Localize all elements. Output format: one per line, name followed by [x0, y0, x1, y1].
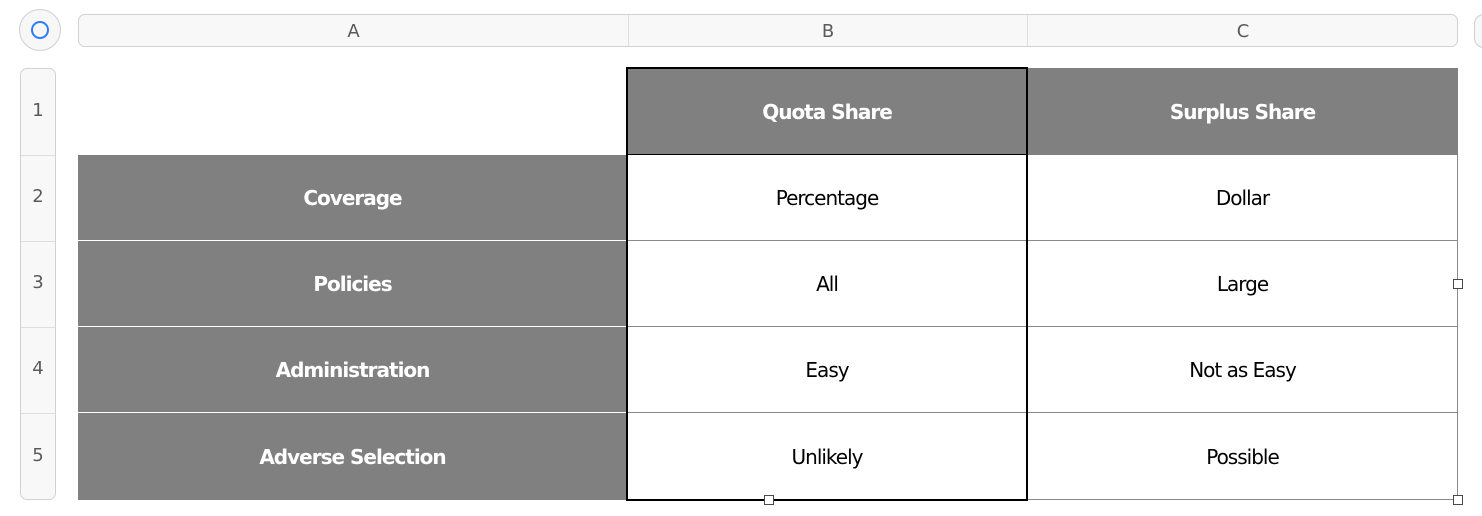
- grid-line: [78, 240, 627, 241]
- cell-c1[interactable]: Surplus Share: [1027, 68, 1458, 155]
- cell-b2[interactable]: Percentage: [627, 155, 1027, 241]
- resize-handle-corner[interactable]: [1453, 495, 1463, 505]
- row-header-1[interactable]: 1: [32, 100, 44, 121]
- add-column-handle[interactable]: [1474, 14, 1482, 48]
- cell-b4[interactable]: Easy: [627, 327, 1027, 413]
- cell-c2[interactable]: Dollar: [1027, 155, 1458, 241]
- cell-c5[interactable]: Possible: [1027, 413, 1458, 500]
- column-divider[interactable]: [628, 15, 629, 46]
- selection-border: [1026, 67, 1028, 501]
- grid-line: [78, 326, 627, 327]
- row-header-5[interactable]: 5: [32, 445, 44, 466]
- row-header-bar: 1 2 3 4 5: [20, 68, 56, 500]
- grid-line: [1457, 155, 1458, 500]
- grid-line: [627, 326, 1458, 327]
- cell-b5[interactable]: Unlikely: [627, 413, 1027, 500]
- cell-a3[interactable]: Policies: [78, 241, 627, 327]
- row-header-3[interactable]: 3: [32, 272, 44, 293]
- row-header-2[interactable]: 2: [32, 186, 44, 207]
- column-header-c[interactable]: C: [1236, 21, 1250, 42]
- row-divider[interactable]: [21, 413, 55, 414]
- column-header-bar: A B C: [78, 14, 1458, 47]
- cell-a4[interactable]: Administration: [78, 327, 627, 413]
- cell-c3[interactable]: Large: [1027, 241, 1458, 327]
- row-header-4[interactable]: 4: [32, 358, 44, 379]
- selection-border: [626, 67, 1028, 69]
- column-divider[interactable]: [1027, 15, 1028, 46]
- cell-b3[interactable]: All: [627, 241, 1027, 327]
- column-header-a[interactable]: A: [347, 21, 360, 42]
- grid-line: [78, 412, 627, 413]
- row-divider[interactable]: [21, 327, 55, 328]
- grid-line: [627, 240, 1458, 241]
- cell-a5[interactable]: Adverse Selection: [78, 413, 627, 500]
- cell-b1[interactable]: Quota Share: [627, 68, 1027, 155]
- select-all-icon: [31, 21, 49, 39]
- resize-handle-right[interactable]: [1453, 279, 1463, 289]
- row-divider[interactable]: [21, 155, 55, 156]
- resize-handle-bottom[interactable]: [764, 495, 774, 505]
- select-all-button[interactable]: [19, 9, 61, 51]
- grid-line: [627, 412, 1458, 413]
- cell-c4[interactable]: Not as Easy: [1027, 327, 1458, 413]
- selection-border: [627, 154, 1027, 155]
- cell-a1[interactable]: [78, 68, 627, 155]
- selection-border: [626, 67, 628, 501]
- selection-border: [626, 499, 1028, 501]
- column-header-b[interactable]: B: [821, 21, 835, 42]
- grid-line: [1027, 499, 1458, 500]
- row-divider[interactable]: [21, 241, 55, 242]
- cell-a2[interactable]: Coverage: [78, 155, 627, 241]
